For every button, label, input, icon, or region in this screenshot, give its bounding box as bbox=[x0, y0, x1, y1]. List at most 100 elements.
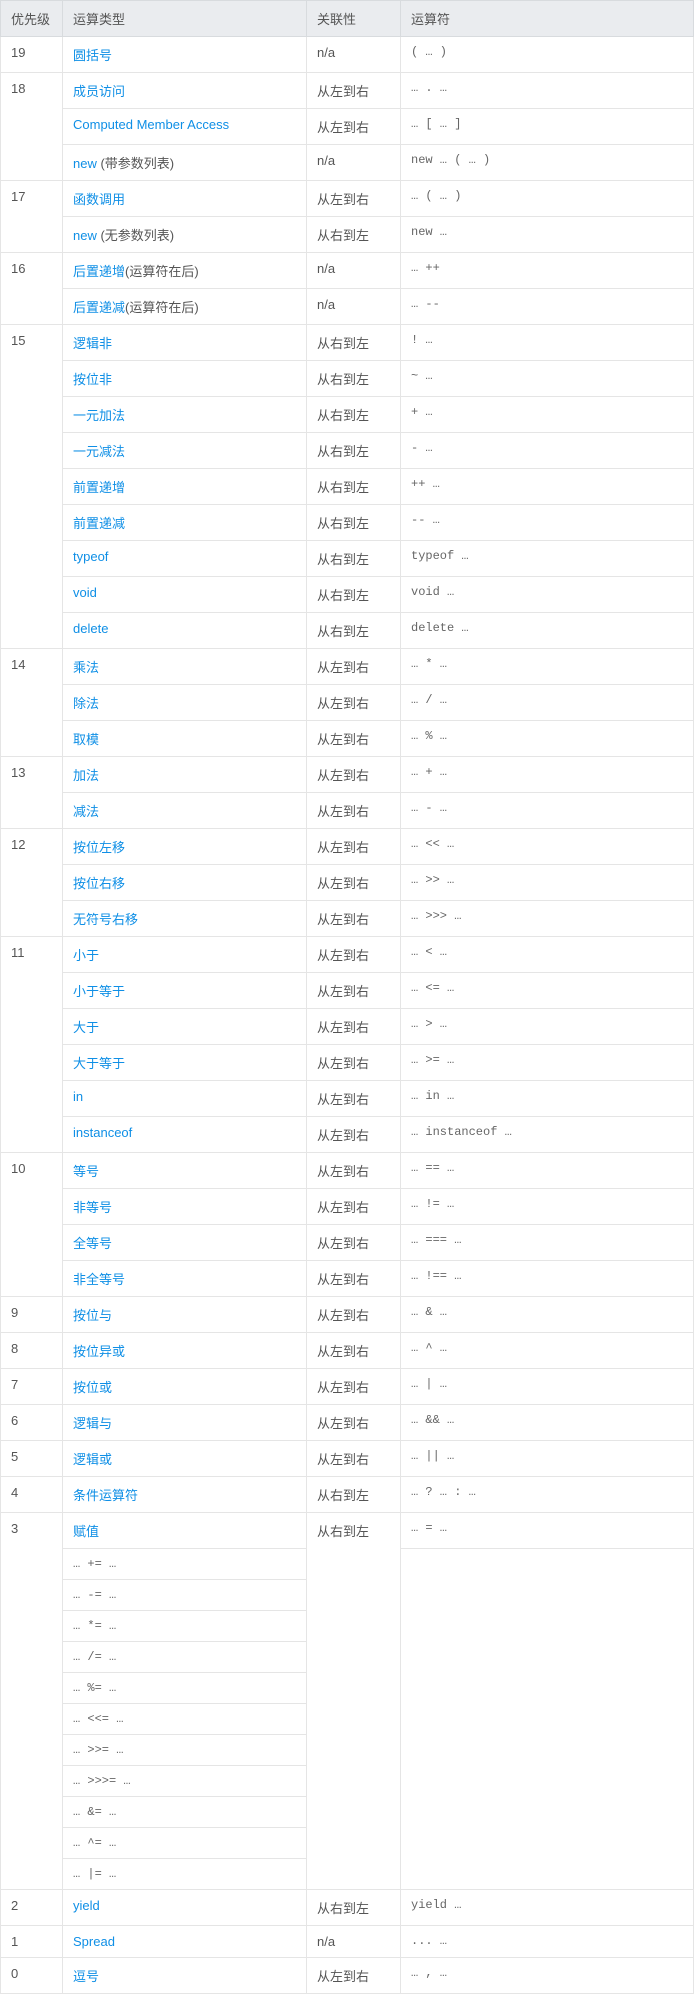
type-link[interactable]: new bbox=[73, 156, 97, 171]
cell-type[interactable]: 后置递增(运算符在后) bbox=[63, 253, 307, 289]
type-link[interactable]: 按位与 bbox=[73, 1308, 112, 1323]
cell-type[interactable]: 后置递减(运算符在后) bbox=[63, 289, 307, 325]
type-link[interactable]: 按位非 bbox=[73, 372, 112, 387]
type-link[interactable]: Computed Member Access bbox=[73, 117, 229, 132]
type-link[interactable]: 减法 bbox=[73, 804, 99, 819]
type-link[interactable]: typeof bbox=[73, 549, 108, 564]
type-link[interactable]: 后置递减 bbox=[73, 300, 125, 315]
cell-type[interactable]: 成员访问 bbox=[63, 73, 307, 109]
type-link[interactable]: 等号 bbox=[73, 1164, 99, 1179]
cell-type[interactable]: 逗号 bbox=[63, 1958, 307, 1994]
cell-priority: 7 bbox=[1, 1369, 63, 1405]
cell-operator: … >>> … bbox=[401, 901, 694, 937]
cell-type[interactable]: 赋值 bbox=[63, 1513, 307, 1549]
type-link[interactable]: 圆括号 bbox=[73, 48, 112, 63]
type-link[interactable]: delete bbox=[73, 621, 108, 636]
table-row: 5逻辑或从左到右… || … bbox=[1, 1441, 694, 1477]
type-link[interactable]: 前置递减 bbox=[73, 516, 125, 531]
cell-type[interactable]: 条件运算符 bbox=[63, 1477, 307, 1513]
cell-type[interactable]: 逻辑或 bbox=[63, 1441, 307, 1477]
type-link[interactable]: instanceof bbox=[73, 1125, 132, 1140]
cell-type[interactable]: 一元减法 bbox=[63, 433, 307, 469]
cell-type[interactable]: 按位或 bbox=[63, 1369, 307, 1405]
cell-type[interactable]: 全等号 bbox=[63, 1225, 307, 1261]
cell-type[interactable]: in bbox=[63, 1081, 307, 1117]
type-link[interactable]: 按位右移 bbox=[73, 876, 125, 891]
type-link[interactable]: 取模 bbox=[73, 732, 99, 747]
cell-type[interactable]: new (带参数列表) bbox=[63, 145, 307, 181]
type-link[interactable]: 逻辑或 bbox=[73, 1452, 112, 1467]
type-link[interactable]: in bbox=[73, 1089, 83, 1104]
cell-type[interactable]: 乘法 bbox=[63, 649, 307, 685]
cell-type[interactable]: 除法 bbox=[63, 685, 307, 721]
cell-type[interactable]: 大于等于 bbox=[63, 1045, 307, 1081]
type-link[interactable]: 条件运算符 bbox=[73, 1488, 138, 1503]
cell-type[interactable]: new (无参数列表) bbox=[63, 217, 307, 253]
type-link[interactable]: 除法 bbox=[73, 696, 99, 711]
cell-type[interactable]: 圆括号 bbox=[63, 37, 307, 73]
type-link[interactable]: 小于等于 bbox=[73, 984, 125, 999]
cell-type[interactable]: 非等号 bbox=[63, 1189, 307, 1225]
cell-associativity: 从右到左 bbox=[307, 613, 401, 649]
type-link[interactable]: 一元加法 bbox=[73, 408, 125, 423]
type-link[interactable]: Spread bbox=[73, 1934, 115, 1949]
type-link[interactable]: 非全等号 bbox=[73, 1272, 125, 1287]
type-link[interactable]: 成员访问 bbox=[73, 84, 125, 99]
type-link[interactable]: 赋值 bbox=[73, 1524, 99, 1539]
type-link[interactable]: 无符号右移 bbox=[73, 912, 138, 927]
cell-type[interactable]: Spread bbox=[63, 1926, 307, 1958]
cell-operator: … >= … bbox=[401, 1045, 694, 1081]
cell-type[interactable]: 前置递增 bbox=[63, 469, 307, 505]
cell-type[interactable]: 逻辑非 bbox=[63, 325, 307, 361]
cell-type[interactable]: delete bbox=[63, 613, 307, 649]
cell-associativity: 从左到右 bbox=[307, 1369, 401, 1405]
cell-type[interactable]: 前置递减 bbox=[63, 505, 307, 541]
cell-type[interactable]: yield bbox=[63, 1890, 307, 1926]
cell-type[interactable]: 按位与 bbox=[63, 1297, 307, 1333]
cell-type[interactable]: 一元加法 bbox=[63, 397, 307, 433]
type-link[interactable]: 函数调用 bbox=[73, 192, 125, 207]
cell-type[interactable]: 按位异或 bbox=[63, 1333, 307, 1369]
type-link[interactable]: 乘法 bbox=[73, 660, 99, 675]
table-row: instanceof从左到右… instanceof … bbox=[1, 1117, 694, 1153]
type-link[interactable]: 大于 bbox=[73, 1020, 99, 1035]
cell-type[interactable]: 取模 bbox=[63, 721, 307, 757]
cell-type[interactable]: 函数调用 bbox=[63, 181, 307, 217]
type-link[interactable]: 后置递增 bbox=[73, 264, 125, 279]
cell-type[interactable]: 小于 bbox=[63, 937, 307, 973]
type-link[interactable]: 非等号 bbox=[73, 1200, 112, 1215]
cell-type[interactable]: instanceof bbox=[63, 1117, 307, 1153]
cell-type[interactable]: 减法 bbox=[63, 793, 307, 829]
cell-type[interactable]: 按位非 bbox=[63, 361, 307, 397]
type-link[interactable]: 按位异或 bbox=[73, 1344, 125, 1359]
type-link[interactable]: 按位左移 bbox=[73, 840, 125, 855]
cell-type[interactable]: 非全等号 bbox=[63, 1261, 307, 1297]
type-link[interactable]: yield bbox=[73, 1898, 100, 1913]
cell-type[interactable]: 按位右移 bbox=[63, 865, 307, 901]
cell-operator: … & … bbox=[401, 1297, 694, 1333]
cell-type[interactable]: 逻辑与 bbox=[63, 1405, 307, 1441]
type-link[interactable]: 逻辑与 bbox=[73, 1416, 112, 1431]
type-link[interactable]: 全等号 bbox=[73, 1236, 112, 1251]
type-link[interactable]: 小于 bbox=[73, 948, 99, 963]
cell-type[interactable]: Computed Member Access bbox=[63, 109, 307, 145]
type-link[interactable]: new bbox=[73, 228, 97, 243]
cell-type[interactable]: 加法 bbox=[63, 757, 307, 793]
type-link[interactable]: void bbox=[73, 585, 97, 600]
table-row: 14乘法从左到右… * … bbox=[1, 649, 694, 685]
type-link[interactable]: 大于等于 bbox=[73, 1056, 125, 1071]
type-link[interactable]: 按位或 bbox=[73, 1380, 112, 1395]
cell-type[interactable]: 小于等于 bbox=[63, 973, 307, 1009]
type-link[interactable]: 加法 bbox=[73, 768, 99, 783]
cell-type[interactable]: 无符号右移 bbox=[63, 901, 307, 937]
cell-type[interactable]: void bbox=[63, 577, 307, 613]
cell-type[interactable]: 等号 bbox=[63, 1153, 307, 1189]
type-link[interactable]: 逻辑非 bbox=[73, 336, 112, 351]
type-link[interactable]: 前置递增 bbox=[73, 480, 125, 495]
cell-type[interactable]: typeof bbox=[63, 541, 307, 577]
cell-type[interactable]: 大于 bbox=[63, 1009, 307, 1045]
cell-operator: … /= … bbox=[63, 1642, 307, 1673]
type-link[interactable]: 逗号 bbox=[73, 1969, 99, 1984]
cell-type[interactable]: 按位左移 bbox=[63, 829, 307, 865]
type-link[interactable]: 一元减法 bbox=[73, 444, 125, 459]
